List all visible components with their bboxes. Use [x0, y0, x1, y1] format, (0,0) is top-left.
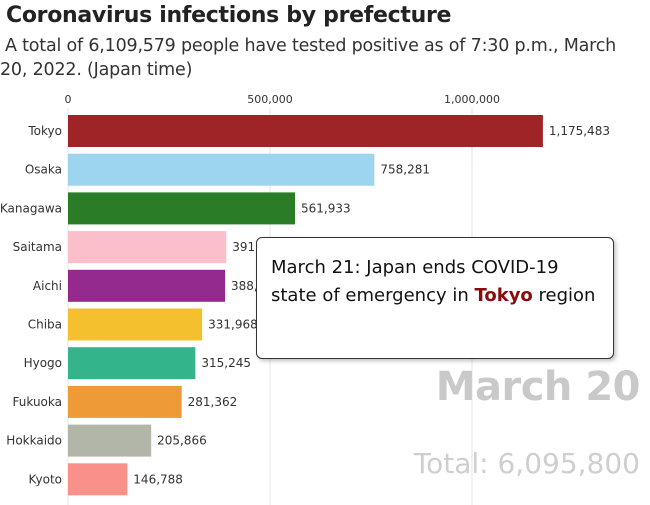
category-label: Chiba [28, 318, 62, 332]
category-label: Aichi [33, 279, 62, 293]
total-count-label: Total: 6,095,800 [413, 447, 640, 480]
bar-tokyo [68, 115, 543, 147]
category-label: Hokkaido [6, 434, 62, 448]
annotation-highlight: Tokyo [474, 285, 533, 306]
value-label: 146,788 [133, 472, 183, 486]
x-tick-label: 0 [65, 93, 72, 106]
bar-saitama [68, 231, 227, 264]
category-label: Fukuoka [13, 395, 62, 409]
value-label: 205,866 [157, 434, 207, 448]
category-label: Kyoto [29, 472, 63, 486]
bar-aichi [68, 269, 226, 302]
event-annotation: March 21: Japan ends COVID-19 state of e… [256, 237, 614, 359]
value-label: 758,281 [380, 163, 430, 177]
bars: Tokyo 1,175,483 Osaka 758,281 Kanagawa 561,93… [0, 115, 610, 496]
value-label: 315,245 [201, 356, 251, 370]
category-label: Saitama [13, 240, 62, 254]
bar-hyogo [68, 347, 196, 380]
bar-chiba [68, 308, 203, 341]
x-tick-label: 1,000,000 [444, 93, 500, 106]
x-axis-ticks: 0 500,000 1,000,000 [65, 93, 500, 106]
current-date-label: March 20 [435, 364, 641, 410]
annotation-text: March 21: Japan ends COVID-19 state of e… [271, 257, 559, 306]
value-label: 331,968 [208, 318, 258, 332]
value-label: 281,362 [188, 395, 238, 409]
chart-title: Coronavirus infections by prefecture [6, 3, 452, 28]
category-label: Tokyo [27, 124, 62, 138]
chart-subtitle: A total of 6,109,579 people have tested … [0, 36, 617, 80]
bar-kanagawa [68, 192, 296, 225]
bar-fukuoka [68, 385, 182, 418]
annotation-text-end: region [532, 285, 596, 306]
bar-kyoto [68, 463, 128, 496]
bar-hokkaido [68, 424, 152, 457]
bar-osaka [68, 153, 375, 186]
category-label: Kanagawa [0, 201, 62, 215]
category-label: Osaka [25, 163, 62, 177]
value-label: 561,933 [301, 201, 351, 215]
category-label: Hyogo [24, 356, 62, 370]
x-tick-label: 500,000 [247, 93, 293, 106]
value-label: 1,175,483 [549, 124, 610, 138]
